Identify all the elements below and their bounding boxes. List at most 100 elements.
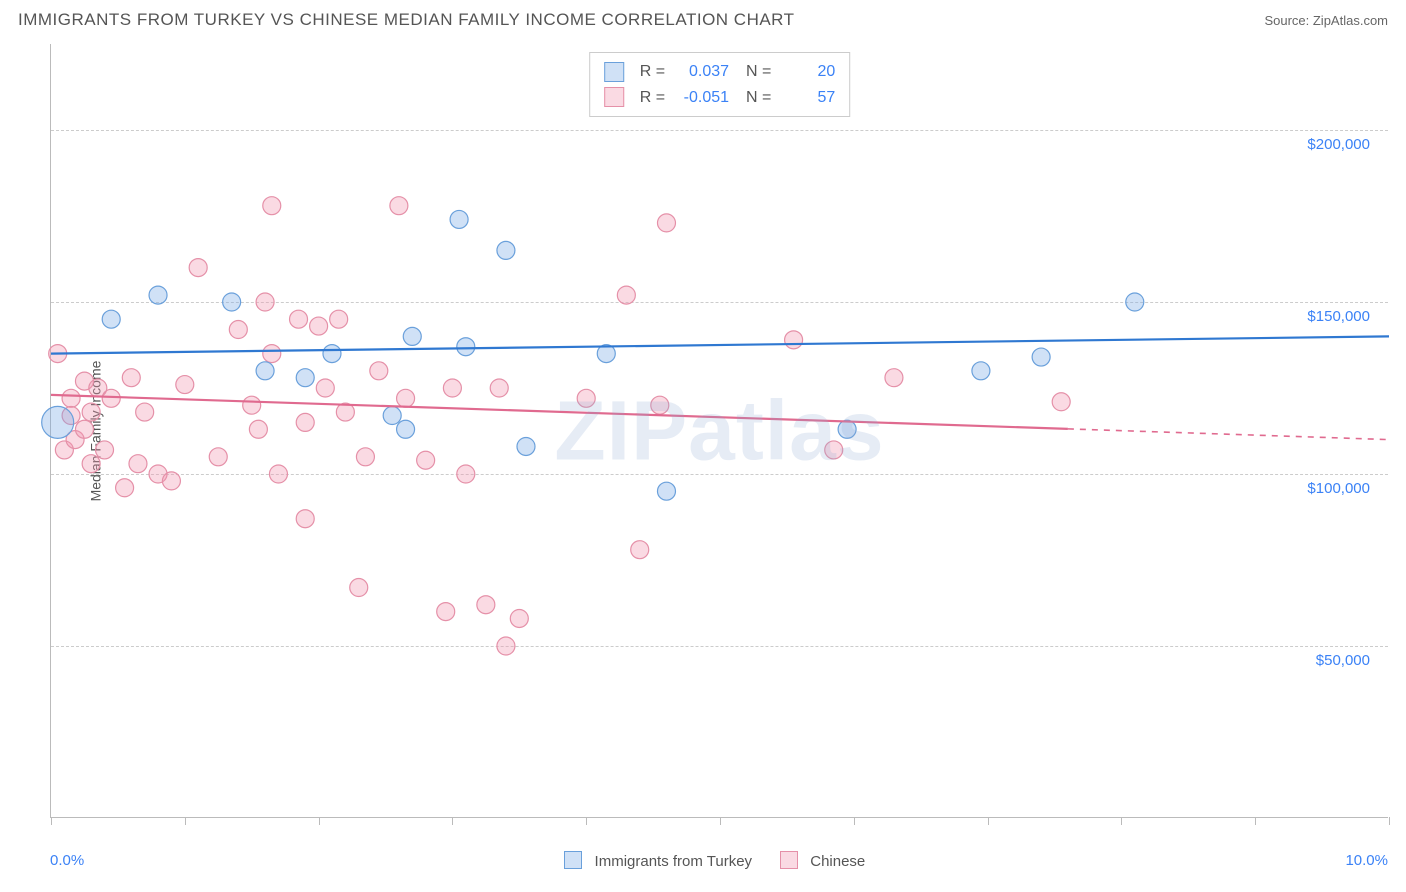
n-value-chinese: 57 [779,85,835,111]
source-attribution: Source: ZipAtlas.com [1264,13,1388,28]
r-value-chinese: -0.051 [673,85,729,111]
data-point-chinese [136,403,154,421]
data-point-chinese [310,317,328,335]
data-point-chinese [122,369,140,387]
legend-swatch-turkey [564,851,582,869]
legend-swatch-chinese [780,851,798,869]
data-point-turkey [149,286,167,304]
data-point-turkey [383,407,401,425]
data-point-turkey [457,338,475,356]
data-point-chinese [397,389,415,407]
data-point-turkey [972,362,990,380]
data-point-turkey [403,327,421,345]
data-point-chinese [62,389,80,407]
data-point-chinese [162,472,180,490]
trend-line-chinese [51,395,1068,429]
data-point-chinese [417,451,435,469]
data-point-chinese [263,197,281,215]
x-axis-row: 0.0% Immigrants from Turkey Chinese 10.0… [50,851,1388,870]
data-point-turkey [657,482,675,500]
data-point-chinese [457,465,475,483]
data-point-chinese [102,389,120,407]
data-point-chinese [209,448,227,466]
correlation-chart: Median Family Income $50,000$100,000$150… [18,44,1388,876]
plot-area: Median Family Income $50,000$100,000$150… [50,44,1388,818]
stats-legend: R = 0.037 N = 20 R = -0.051 N = 57 [589,52,851,117]
data-point-turkey [102,310,120,328]
x-axis-max-label: 10.0% [1345,852,1388,869]
x-axis-min-label: 0.0% [50,852,84,869]
data-point-turkey [838,420,856,438]
data-point-chinese [189,259,207,277]
data-point-chinese [443,379,461,397]
data-point-chinese [269,465,287,483]
x-tick [452,817,453,825]
data-point-turkey [296,369,314,387]
data-point-chinese [330,310,348,328]
r-value-turkey: 0.037 [673,59,729,85]
data-point-chinese [296,510,314,528]
data-point-turkey [517,437,535,455]
data-point-chinese [490,379,508,397]
x-tick [988,817,989,825]
data-point-chinese [437,603,455,621]
data-point-turkey [42,406,74,438]
x-tick [1389,817,1390,825]
data-point-turkey [1126,293,1144,311]
chart-title: IMMIGRANTS FROM TURKEY VS CHINESE MEDIAN… [18,10,795,30]
trend-line-turkey [51,336,1389,353]
data-point-turkey [397,420,415,438]
data-point-chinese [243,396,261,414]
data-point-chinese [296,413,314,431]
data-point-turkey [450,210,468,228]
data-point-chinese [350,579,368,597]
data-point-chinese [96,441,114,459]
series-legend: Immigrants from Turkey Chinese [564,851,865,870]
data-point-turkey [323,345,341,363]
data-point-chinese [510,609,528,627]
data-point-chinese [477,596,495,614]
x-tick [586,817,587,825]
data-point-chinese [356,448,374,466]
data-point-chinese [116,479,134,497]
x-tick [1255,817,1256,825]
scatter-plot-svg [51,44,1388,817]
swatch-turkey [604,62,624,82]
data-point-chinese [316,379,334,397]
data-point-chinese [176,376,194,394]
x-tick [1121,817,1122,825]
data-point-chinese [825,441,843,459]
x-tick [185,817,186,825]
data-point-chinese [1052,393,1070,411]
data-point-chinese [390,197,408,215]
data-point-chinese [885,369,903,387]
data-point-chinese [129,455,147,473]
trend-line-extrapolated-chinese [1068,429,1389,440]
data-point-chinese [577,389,595,407]
data-point-turkey [497,241,515,259]
data-point-chinese [249,420,267,438]
data-point-chinese [651,396,669,414]
data-point-chinese [229,321,247,339]
data-point-chinese [82,403,100,421]
legend-label-chinese: Chinese [810,853,865,870]
data-point-chinese [290,310,308,328]
data-point-chinese [617,286,635,304]
n-value-turkey: 20 [779,59,835,85]
data-point-chinese [82,455,100,473]
data-point-turkey [223,293,241,311]
swatch-chinese [604,87,624,107]
data-point-chinese [497,637,515,655]
data-point-chinese [631,541,649,559]
x-tick [854,817,855,825]
data-point-chinese [75,420,93,438]
data-point-chinese [263,345,281,363]
legend-label-turkey: Immigrants from Turkey [595,853,753,870]
data-point-chinese [657,214,675,232]
data-point-chinese [370,362,388,380]
data-point-chinese [785,331,803,349]
x-tick [51,817,52,825]
x-tick [720,817,721,825]
data-point-turkey [256,362,274,380]
data-point-turkey [1032,348,1050,366]
